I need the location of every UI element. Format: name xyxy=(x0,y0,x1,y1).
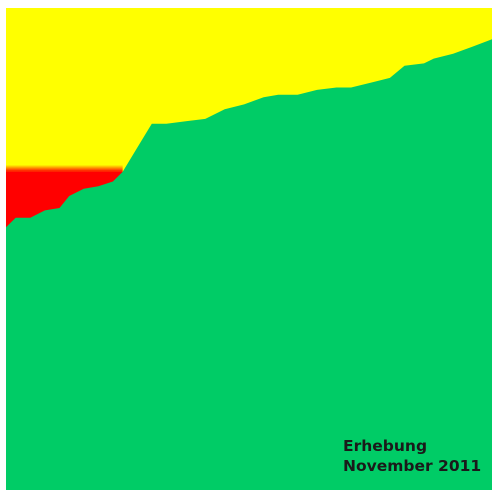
area-green xyxy=(6,39,492,491)
area-red-edge xyxy=(6,164,123,172)
caption-line-1: Erhebung xyxy=(343,437,428,455)
caption-line-2: November 2011 xyxy=(343,457,482,475)
chart-caption: Erhebung November 2011 xyxy=(343,436,481,476)
